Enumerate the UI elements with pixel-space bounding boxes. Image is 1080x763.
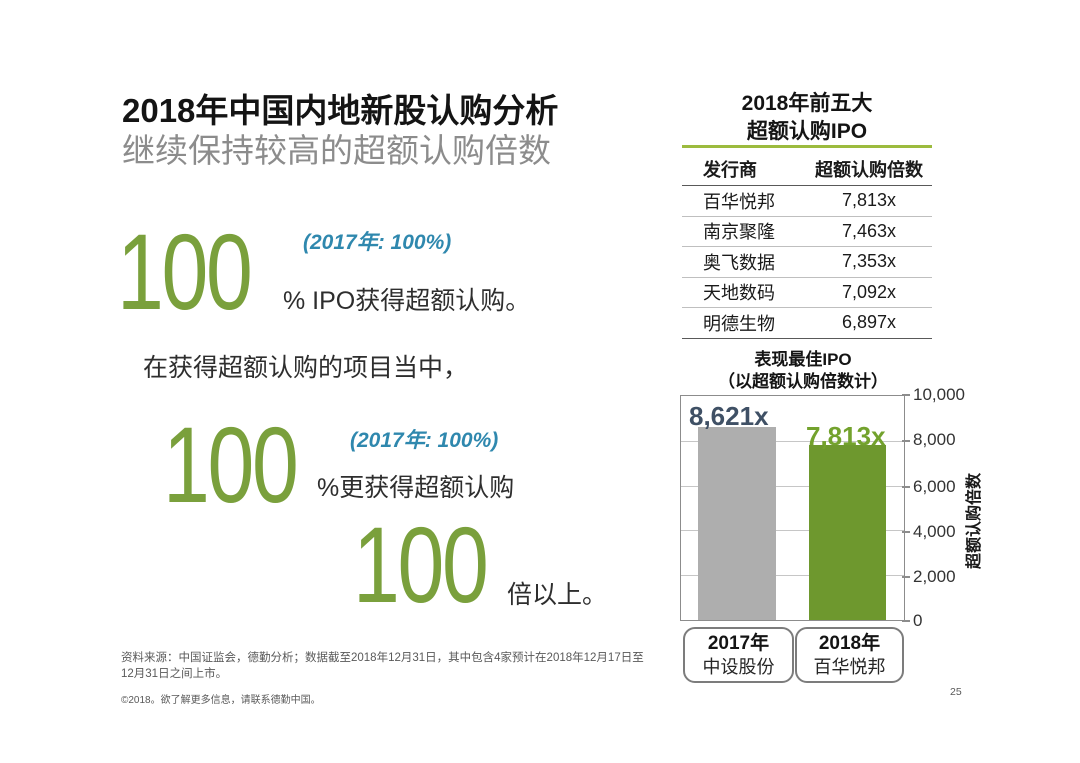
issuer-cell: 明德生物 [703,313,775,334]
category-year: 2017年 [707,632,770,654]
top5-table-title-line2: 超额认购IPO [746,120,868,143]
gridline-4000 [681,530,904,532]
table-row: 明德生物 6,897x [682,308,932,338]
stat2-lead-text: 在获得超额认购的项目当中， [143,354,469,382]
multiple-cell: 7,353x [841,251,897,272]
stat1-prior-year-note: (2017年: 100%) [303,231,452,254]
y-tick-8000: 8,000 [913,430,956,449]
table-row: 南京聚隆 7,463x [682,217,932,247]
issuer-cell: 南京聚隆 [703,222,775,243]
gridline-8000 [681,440,904,442]
tick-mark [902,531,910,533]
category-company: 中设股份 [702,656,775,677]
source-note-line2: 12月31日之间上市。 [121,668,228,680]
stat1-text: % IPO获得超额认购。 [283,287,531,315]
multiple-cell: 7,463x [841,220,897,241]
multiple-cell: 7,092x [841,281,897,302]
issuer-cell: 天地数码 [703,283,775,304]
page-title: 2018年中国内地新股认购分析 [122,92,559,129]
category-company: 百华悦邦 [813,656,886,677]
table-row: 百华悦邦 7,813x [682,186,932,217]
chart-title-line1: 表现最佳IPO [754,350,852,369]
bar-2017-zhongshe [698,426,776,620]
table-row: 奥飞数据 7,353x [682,247,932,278]
gridline-6000 [681,485,904,487]
issuer-cell: 奥飞数据 [703,252,775,273]
issuer-cell: 百华悦邦 [703,191,775,212]
copyright-note: ©2018。欲了解更多信息，请联系德勤中国。 [121,695,321,706]
y-tick-0: 0 [913,611,923,630]
y-tick-6000: 6,000 [913,477,956,496]
multiple-cell: 6,897x [841,312,897,333]
best-ipo-bar-chart [680,395,905,621]
stat1-value: 100 [117,211,253,332]
stat3-text: 倍以上。 [507,581,608,609]
category-label-2018: 2018年 百华悦邦 [795,627,904,683]
column-header-issuer: 发行商 [703,160,757,180]
category-label-2017: 2017年 中设股份 [683,627,794,683]
bar-2018-baihua [809,445,886,620]
source-note-line1: 资料来源：中国证监会，德勤分析；数据截至2018年12月31日，其中包含4家预计… [121,652,644,664]
green-divider-rule [682,145,932,148]
y-tick-10000: 10,000 [913,385,965,404]
tick-mark [902,486,910,488]
y-tick-4000: 4,000 [913,522,956,541]
tick-mark [902,576,910,578]
top5-table-title-line1: 2018年前五大 [741,92,873,115]
top5-table-title: 2018年前五大 超额认购IPO [682,90,932,146]
chart-title-line2: （以超额认购倍数计） [718,372,888,391]
top5-table: 发行商 超额认购倍数 百华悦邦 7,813x 南京聚隆 7,463x 奥飞数据 … [682,153,932,339]
multiple-cell: 7,813x [841,190,897,211]
stat3-value: 100 [353,504,489,625]
tick-mark [902,394,910,396]
bar-value-label-2018: 7,813x [806,421,886,451]
bar-value-label-2017: 8,621x [689,401,769,431]
tick-mark [902,620,910,622]
tick-mark [902,440,910,442]
stat2-prior-year-note: (2017年: 100%) [350,429,499,452]
column-header-multiple: 超额认购倍数 [815,160,923,180]
gridline-2000 [681,575,904,577]
page-number: 25 [950,686,962,698]
category-year: 2018年 [818,632,881,654]
y-axis-title: 超额认购倍数 [966,473,983,570]
page-subtitle: 继续保持较高的超额认购倍数 [122,132,551,169]
stat2-text: %更获得超额认购 [317,474,515,502]
stat2-value: 100 [163,404,299,525]
chart-title: 表现最佳IPO （以超额认购倍数计） [680,349,926,393]
table-header-row: 发行商 超额认购倍数 [682,153,932,186]
table-row: 天地数码 7,092x [682,278,932,308]
y-tick-2000: 2,000 [913,567,956,586]
source-note: 资料来源：中国证监会，德勤分析；数据截至2018年12月31日，其中包含4家预计… [121,650,644,682]
